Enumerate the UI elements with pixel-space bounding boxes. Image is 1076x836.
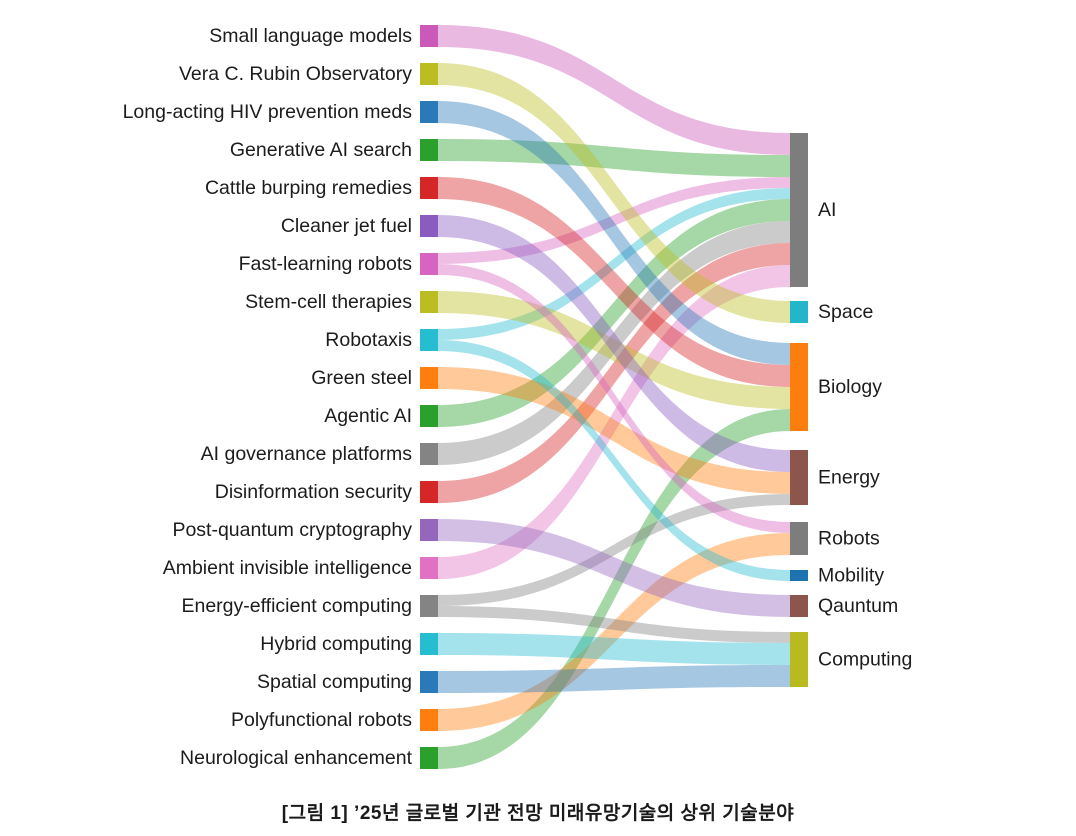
sankey-flow	[438, 199, 790, 427]
left-node-label: Generative AI search	[230, 139, 412, 161]
right-node-label: Qauntum	[818, 595, 898, 617]
left-node-bar	[420, 139, 438, 161]
left-node-label: Neurological enhancement	[180, 747, 413, 769]
sankey-flow	[438, 409, 790, 769]
left-node-label: Energy-efficient computing	[181, 595, 412, 617]
left-node-label: Disinformation security	[215, 481, 412, 503]
sankey-flow	[438, 340, 790, 581]
right-node-bar	[790, 301, 808, 323]
left-node-label: Green steel	[311, 367, 412, 389]
sankey-flow	[438, 25, 790, 155]
left-node-label: Agentic AI	[324, 405, 412, 427]
left-nodes-layer: Small language models Vera C. Rubin Obser…	[123, 25, 438, 769]
left-node-bar	[420, 405, 438, 427]
left-node-bar	[420, 443, 438, 465]
right-node-label: Mobility	[818, 565, 884, 587]
left-node-label: Post-quantum cryptography	[172, 519, 412, 541]
left-node-bar	[420, 329, 438, 351]
sankey-flow	[438, 533, 790, 731]
sankey-flow	[438, 264, 790, 533]
left-node-label: Robotaxis	[325, 329, 412, 351]
sankey-flow	[438, 265, 790, 579]
right-node-label: Computing	[818, 649, 912, 671]
left-node-bar	[420, 557, 438, 579]
right-node-label: Space	[818, 301, 873, 323]
right-node-bar	[790, 450, 808, 505]
left-node-bar	[420, 671, 438, 693]
left-node-label: AI governance platforms	[201, 443, 413, 465]
right-node-bar	[790, 133, 808, 287]
left-node-label: Vera C. Rubin Observatory	[179, 63, 412, 85]
sankey-flows-layer	[438, 25, 790, 769]
left-node-bar	[420, 633, 438, 655]
left-node-bar	[420, 367, 438, 389]
right-node-bar	[790, 570, 808, 581]
sankey-flow	[438, 665, 790, 693]
sankey-flow	[438, 291, 790, 409]
left-node-bar	[420, 177, 438, 199]
left-node-label: Cleaner jet fuel	[281, 215, 412, 237]
left-node-bar	[420, 709, 438, 731]
right-node-bar	[790, 343, 808, 431]
left-node-bar	[420, 747, 438, 769]
right-node-label: AI	[818, 199, 836, 221]
sankey-flow	[438, 494, 790, 606]
left-node-bar	[420, 101, 438, 123]
right-node-bar	[790, 632, 808, 687]
left-node-label: Small language models	[209, 25, 412, 47]
left-node-label: Hybrid computing	[260, 633, 412, 655]
left-node-bar	[420, 519, 438, 541]
left-node-label: Long-acting HIV prevention meds	[123, 101, 413, 123]
sankey-flow	[438, 188, 790, 340]
sankey-flow	[438, 101, 790, 365]
left-node-bar	[420, 63, 438, 85]
sankey-flow	[438, 606, 790, 643]
left-node-label: Fast-learning robots	[239, 253, 413, 275]
left-node-bar	[420, 215, 438, 237]
left-node-bar	[420, 25, 438, 47]
left-node-label: Stem-cell therapies	[245, 291, 412, 313]
right-nodes-layer: AI Space Biology Energy Robots Mobility Qauntu…	[790, 133, 912, 687]
left-node-bar	[420, 291, 438, 313]
left-node-bar	[420, 253, 438, 275]
right-node-label: Energy	[818, 467, 880, 489]
figure-caption: [그림 1] ’25년 글로벌 기관 전망 미래유망기술의 상위 기술분야	[281, 803, 795, 824]
right-node-bar	[790, 595, 808, 617]
left-node-bar	[420, 481, 438, 503]
sankey-diagram: Small language models Vera C. Rubin Obser…	[123, 25, 912, 769]
sankey-flow	[438, 243, 790, 503]
right-node-bar	[790, 522, 808, 555]
left-node-label: Cattle burping remedies	[205, 177, 412, 199]
sankey-flow	[438, 633, 790, 665]
left-node-label: Ambient invisible intelligence	[163, 557, 412, 579]
sankey-flow	[438, 63, 790, 323]
right-node-label: Robots	[818, 528, 880, 550]
left-node-label: Polyfunctional robots	[231, 709, 412, 731]
left-node-bar	[420, 595, 438, 617]
sankey-flow	[438, 367, 790, 494]
left-node-label: Spatial computing	[257, 671, 412, 693]
sankey-flow	[438, 215, 790, 472]
sankey-flow	[438, 221, 790, 465]
sankey-flow	[438, 177, 790, 264]
right-node-label: Biology	[818, 376, 882, 398]
sankey-flow	[438, 177, 790, 387]
sankey-flow	[438, 139, 790, 177]
sankey-flow	[438, 519, 790, 617]
